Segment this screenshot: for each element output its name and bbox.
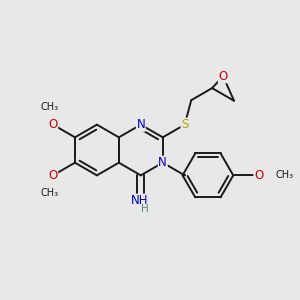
Text: S: S (181, 118, 188, 131)
Text: H: H (141, 204, 149, 214)
Text: NH: NH (130, 194, 148, 207)
Text: N: N (136, 118, 145, 131)
Text: O: O (254, 169, 263, 182)
Text: CH₃: CH₃ (41, 102, 59, 112)
Text: O: O (48, 118, 58, 131)
Text: O: O (218, 70, 228, 83)
Text: O: O (48, 169, 58, 182)
Text: CH₃: CH₃ (276, 170, 294, 180)
Text: N: N (158, 156, 167, 169)
Text: CH₃: CH₃ (41, 188, 59, 198)
